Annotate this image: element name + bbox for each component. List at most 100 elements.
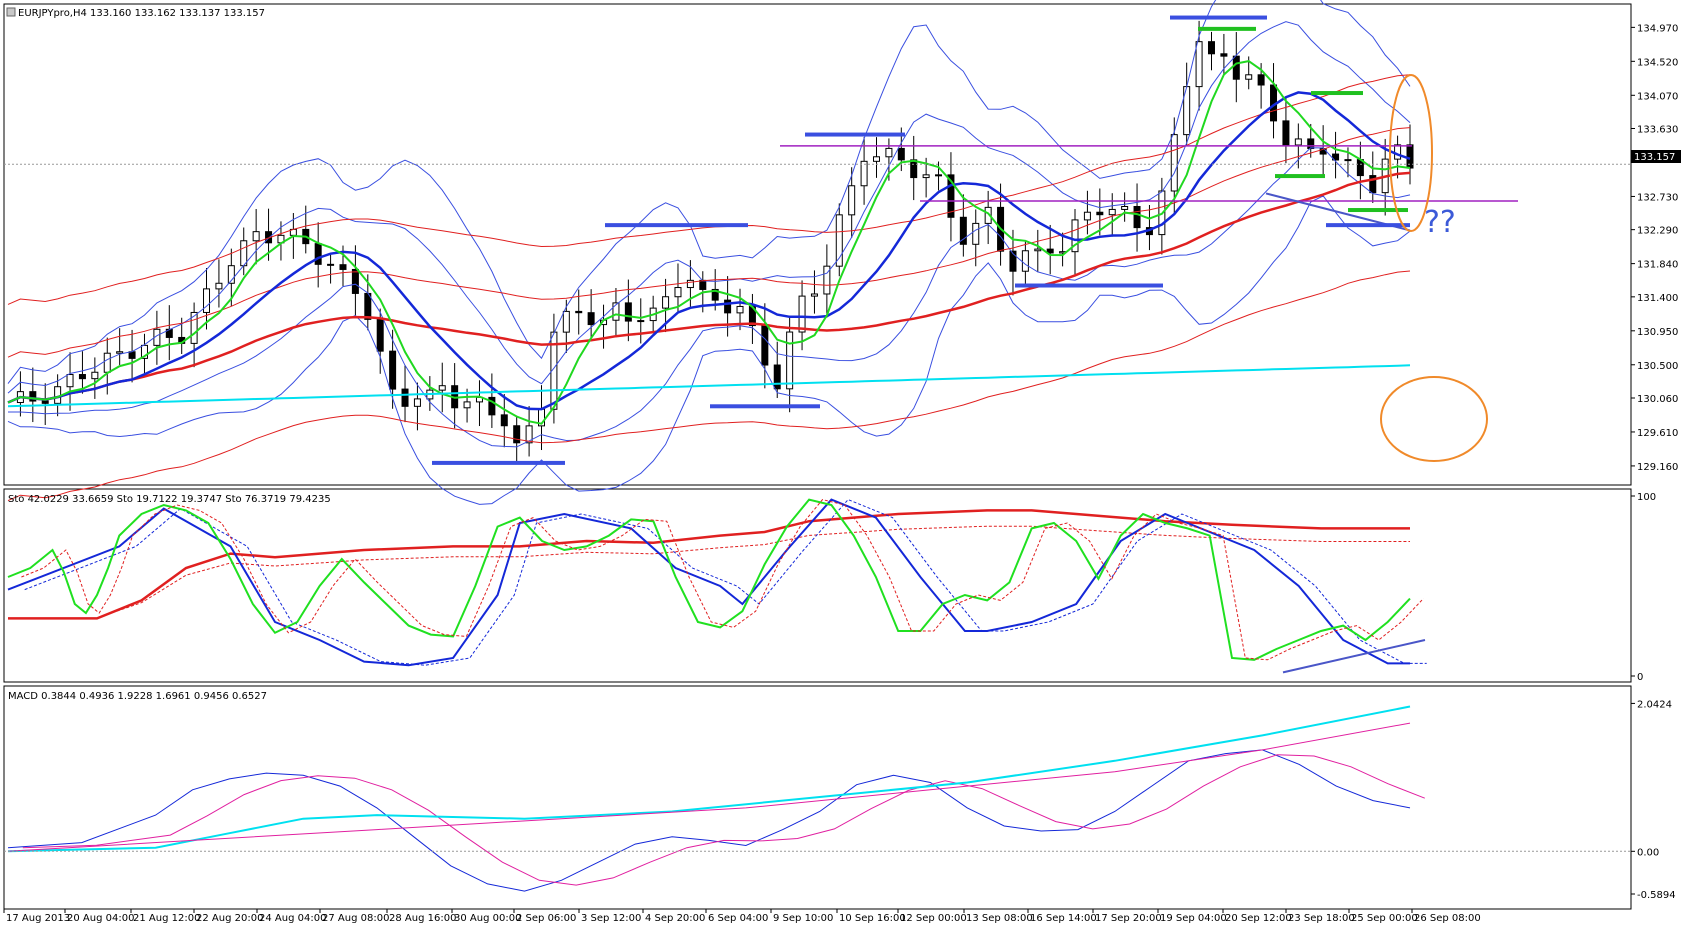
- price-axis-tick-label: 134.970: [1637, 23, 1678, 34]
- level-marker-blue: [432, 460, 565, 465]
- stochastic-axis-tick-label: 0: [1637, 672, 1643, 683]
- candle-bull: [1034, 248, 1042, 252]
- candle-bear: [29, 391, 37, 402]
- candle-bear: [711, 288, 719, 301]
- bollinger-lower-line: [7, 195, 1411, 505]
- time-axis-tick-label: 6 Sep 04:00: [708, 913, 768, 924]
- price-axis-tick-label: 130.950: [1637, 327, 1678, 338]
- candle-bear: [351, 268, 359, 294]
- stochastic-panel: [3, 488, 1632, 683]
- candle-bull: [1021, 250, 1029, 272]
- candle-bull: [215, 282, 223, 290]
- moving-average-slow-line: [7, 171, 1411, 404]
- candle-bear: [575, 310, 583, 314]
- candle-bull: [116, 351, 124, 354]
- time-axis-tick-label: 19 Sep 04:00: [1160, 913, 1227, 924]
- time-axis-tick-label: 30 Aug 00:00: [454, 913, 521, 924]
- candle-bull: [1083, 211, 1091, 221]
- candle-bear: [401, 388, 409, 407]
- candle-bull: [463, 401, 471, 409]
- price-axis-tick-label: 132.290: [1637, 226, 1678, 237]
- price-axis-tick-label: 129.610: [1637, 428, 1678, 439]
- stochastic-fast-line: [7, 498, 1411, 661]
- macd-axis-tick-label: -0.5894: [1637, 890, 1676, 901]
- time-axis-tick-label: 17 Aug 2013: [6, 913, 70, 924]
- orange-ellipse-lower: [1380, 376, 1488, 462]
- level-marker-green: [1348, 208, 1408, 213]
- price-axis-tick-label: 134.520: [1637, 57, 1678, 68]
- time-axis-tick-label: 2 Sep 06:00: [516, 913, 576, 924]
- price-axis-tick-label: 132.730: [1637, 192, 1678, 203]
- time-axis-tick-label: 10 Sep 16:00: [839, 913, 906, 924]
- candle-bull: [686, 279, 694, 289]
- candle-bear: [897, 147, 905, 161]
- candle-bull: [252, 231, 260, 242]
- candle-bear: [1207, 41, 1215, 55]
- candle-bear: [128, 351, 136, 359]
- candle-bear: [339, 264, 347, 270]
- stochastic-divergence-trendline: [1282, 639, 1426, 674]
- candle-bull: [1121, 206, 1129, 210]
- candle-bear: [1133, 206, 1141, 229]
- envelope-upper-line: [7, 74, 1411, 305]
- time-axis-tick-label: 23 Sep 18:00: [1288, 913, 1355, 924]
- time-axis-tick-label: 27 Aug 08:00: [322, 913, 389, 924]
- stochastic-long-line: [8, 509, 1410, 620]
- time-axis-tick-label: 24 Aug 04:00: [259, 913, 326, 924]
- candle-bull: [1170, 134, 1178, 192]
- time-axis-tick-label: 28 Aug 16:00: [389, 913, 456, 924]
- macd-series-layer: [4, 705, 1631, 892]
- stochastic-axis-tick-label: 100: [1637, 492, 1656, 503]
- time-axis-tick-label: 21 Aug 12:00: [133, 913, 200, 924]
- time-axis-tick-label: 3 Sep 12:00: [581, 913, 641, 924]
- candle-bull: [872, 156, 880, 162]
- candle-bull: [1108, 208, 1116, 216]
- stochastic-fast-signal-line: [21, 499, 1424, 661]
- candle-bull: [835, 214, 843, 267]
- time-axis-tick-label: 13 Sep 08:00: [966, 913, 1033, 924]
- macd-long-signal-line: [7, 722, 1411, 852]
- time-axis-tick-label: 25 Sep 00:00: [1351, 913, 1418, 924]
- envelope-lower-line: [7, 270, 1411, 502]
- candle-bull: [798, 295, 806, 333]
- candle-bull: [972, 222, 980, 245]
- level-marker-blue: [1326, 223, 1410, 228]
- orange-ellipse-upper: [1389, 74, 1433, 232]
- time-axis-tick-label: 17 Sep 20:00: [1095, 913, 1162, 924]
- price-axis-tick-label: 131.840: [1637, 260, 1678, 271]
- candle-bull: [810, 293, 818, 297]
- candle-bull: [1294, 138, 1302, 146]
- candle-bull: [736, 305, 744, 314]
- candle-bull: [786, 331, 794, 390]
- candle-bull: [190, 311, 198, 344]
- stochastic-header: Sto 42.0229 33.6659 Sto 19.7122 19.3747 …: [8, 494, 331, 505]
- envelope-mid-upper-line: [7, 127, 1411, 358]
- time-axis-tick-label: 22 Aug 20:00: [196, 913, 263, 924]
- price-axis-tick-label: 134.070: [1637, 91, 1678, 102]
- price-axis-tick-label: 133.630: [1637, 125, 1678, 136]
- time-axis-tick-label: 20 Sep 12:00: [1225, 913, 1292, 924]
- candle-bear: [947, 174, 955, 218]
- moving-average-fast-line: [7, 60, 1411, 425]
- candle-bear: [327, 263, 335, 266]
- candle-bull: [438, 385, 446, 391]
- candle-bull: [674, 287, 682, 298]
- candle-bear: [935, 174, 943, 177]
- candle-bull: [240, 240, 248, 267]
- candle-bear: [1220, 53, 1228, 57]
- macd-axis-tick-label: 0.00: [1637, 847, 1659, 858]
- candle-bear: [910, 159, 918, 179]
- candle-bull: [550, 331, 558, 410]
- macd-signal-line: [22, 754, 1425, 886]
- candle-bear: [389, 350, 397, 390]
- bollinger-inner-lower-line: [8, 147, 1411, 448]
- candle-bull: [612, 302, 620, 321]
- symbol-header: EURJPYpro,H4 133.160 133.162 133.137 133…: [18, 8, 265, 19]
- level-marker-blue: [805, 132, 905, 137]
- candle-bear: [1232, 55, 1240, 80]
- candle-bull: [413, 398, 421, 407]
- candle-bull: [103, 352, 111, 373]
- candle-bear: [1257, 74, 1265, 86]
